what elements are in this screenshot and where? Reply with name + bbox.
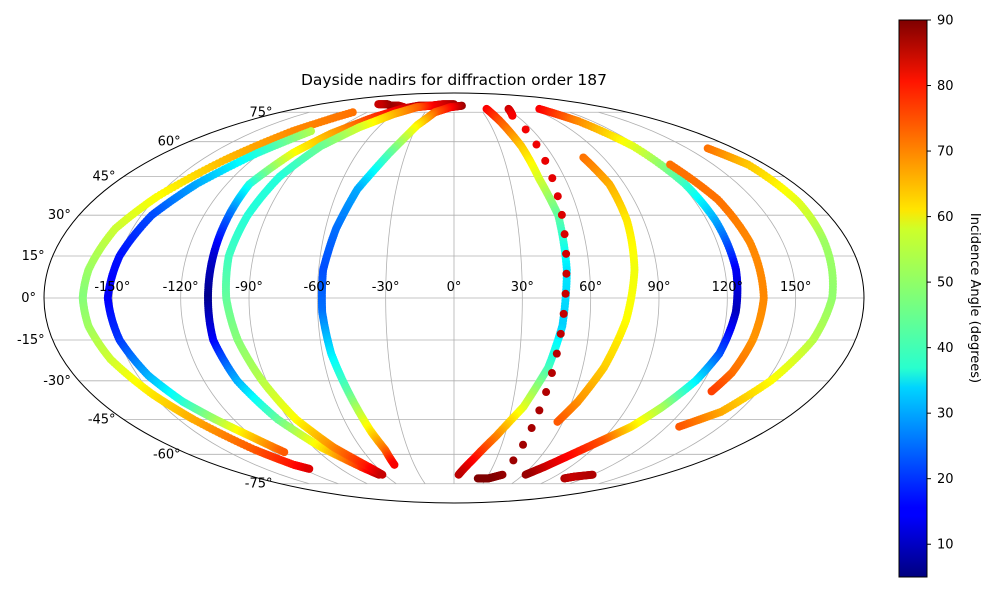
colorbar-tick-label: 80 — [937, 79, 954, 94]
data-point — [390, 460, 399, 469]
data-point — [675, 422, 684, 431]
data-point — [556, 329, 565, 338]
colorbar-tick-label: 90 — [937, 14, 954, 29]
grid-meridian — [540, 111, 660, 485]
data-point — [553, 192, 562, 201]
colorbar-gradient — [898, 19, 928, 578]
y-tick-label: 60° — [158, 135, 181, 150]
data-point — [280, 448, 289, 457]
grid-meridian — [316, 111, 397, 485]
grid-meridian — [511, 111, 592, 485]
colorbar-tick-label: 40 — [937, 341, 954, 356]
colorbar-ticks: 10 20 30 40 50 60 70 80 90 — [927, 14, 954, 553]
colorbar-tick-label: 60 — [937, 210, 954, 225]
colorbar-tick-label: 20 — [937, 472, 954, 487]
data-point — [548, 174, 557, 183]
x-tick-label: 0° — [447, 280, 462, 295]
y-tick-label: 15° — [22, 249, 45, 264]
x-tick-label: 150° — [780, 280, 811, 295]
plot-boundary — [43, 92, 865, 504]
colorbar-label: Incidence Angle (degrees) — [967, 213, 982, 383]
data-point — [562, 269, 571, 278]
x-tick-label: -150° — [94, 280, 130, 295]
colorbar-tick-label: 30 — [937, 407, 954, 422]
y-tick-labels: 75° 60° 45° 30° 15° 0° -15° -30° -45° -60° -75° — [17, 105, 273, 491]
data-point — [562, 249, 571, 258]
data-point — [305, 464, 314, 473]
data-point — [374, 100, 383, 109]
data-point — [509, 456, 518, 465]
y-tick-label: -30° — [43, 374, 71, 389]
x-tick-label: 90° — [647, 280, 670, 295]
y-tick-label: -60° — [153, 447, 181, 462]
data-point — [557, 210, 566, 219]
data-points — [78, 100, 837, 483]
x-tick-label: -30° — [372, 280, 400, 295]
y-tick-label: 30° — [48, 208, 71, 223]
y-tick-label: 0° — [21, 291, 36, 306]
data-point — [541, 156, 550, 165]
data-point — [561, 289, 570, 298]
data-point — [547, 369, 556, 378]
y-tick-label: -15° — [17, 333, 45, 348]
x-tick-label: -60° — [303, 280, 331, 295]
colorbar: 10 20 30 40 50 60 70 80 90 Incidence Angle (degr… — [898, 14, 982, 578]
grid-meridian — [482, 112, 523, 484]
grid-meridian — [385, 112, 426, 484]
data-point — [588, 470, 597, 479]
y-tick-label: 75° — [249, 105, 272, 120]
data-point — [532, 140, 541, 149]
data-point — [378, 470, 387, 479]
grid-meridian — [598, 111, 797, 485]
data-point — [519, 440, 528, 449]
x-tick-label: 120° — [712, 280, 743, 295]
x-tick-label: 60° — [579, 280, 602, 295]
data-point — [454, 470, 463, 479]
data-point — [527, 424, 536, 433]
data-point — [521, 125, 530, 134]
x-tick-labels: -150° -120° -90° -60° -30° 0° 30° 60° 90° 120° 150… — [94, 280, 811, 295]
data-point — [553, 417, 562, 426]
y-tick-label: -75° — [245, 477, 273, 492]
data-point — [535, 406, 544, 415]
data-point — [552, 349, 561, 358]
data-point — [707, 387, 716, 396]
data-point — [560, 230, 569, 239]
y-tick-label: -45° — [88, 412, 116, 427]
data-point — [473, 474, 482, 483]
colorbar-tick-label: 10 — [937, 538, 954, 553]
grid-meridian — [111, 111, 310, 485]
data-point — [542, 388, 551, 397]
data-point — [521, 470, 530, 479]
chart-title: Dayside nadirs for diffraction order 187 — [301, 71, 607, 89]
data-point — [559, 309, 568, 318]
data-point — [508, 111, 517, 120]
x-tick-label: 30° — [511, 280, 534, 295]
colorbar-tick-label: 70 — [937, 145, 954, 160]
colorbar-tick-label: 50 — [937, 276, 954, 291]
x-tick-label: -90° — [235, 280, 263, 295]
y-tick-label: 45° — [93, 170, 116, 185]
x-tick-label: -120° — [163, 280, 199, 295]
